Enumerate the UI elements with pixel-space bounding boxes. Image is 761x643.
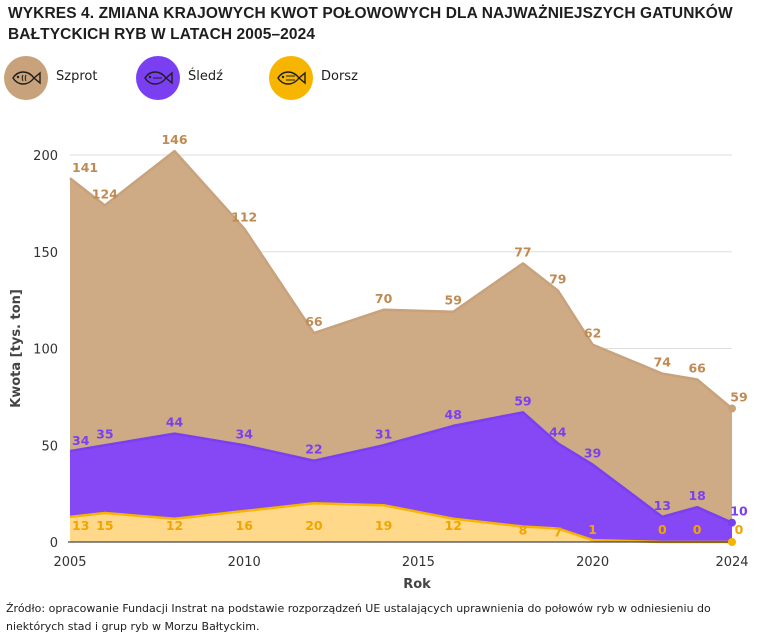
data-label-szprot: 146 <box>161 132 187 147</box>
data-label-dorsz: 7 <box>553 524 562 539</box>
data-label-śledź: 31 <box>375 426 392 441</box>
data-label-śledź: 44 <box>549 424 567 439</box>
area-szprot <box>70 151 732 523</box>
x-tick-label: 2020 <box>576 555 609 570</box>
data-label-śledź: 18 <box>688 488 705 503</box>
data-label-śledź: 48 <box>445 407 462 422</box>
data-label-szprot: 62 <box>584 326 601 341</box>
y-tick-label: 100 <box>33 343 58 358</box>
data-label-dorsz: 1 <box>588 522 597 537</box>
data-label-szprot: 124 <box>92 186 118 201</box>
legend-label-dorsz: Dorsz <box>321 69 358 84</box>
data-label-dorsz: 12 <box>445 518 462 533</box>
data-label-szprot: 141 <box>72 160 98 175</box>
source-note: Źródło: opracowanie Fundacji Instrat na … <box>6 602 711 633</box>
y-axis-title: Kwota [tys. ton] <box>9 289 24 408</box>
stacked-area-chart: 13 15 12 16 20 19 12 8 7 1 0 0 034 354434223148594439… <box>9 132 749 592</box>
x-tick-label: 2015 <box>402 555 435 570</box>
data-label-szprot: 79 <box>549 271 566 286</box>
x-tick-label: 2024 <box>715 555 748 570</box>
data-label-szprot: 112 <box>231 210 257 225</box>
data-label-śledź: 34 <box>236 426 254 441</box>
series-line-szprot <box>69 149 733 410</box>
series-line-śledź <box>69 411 733 524</box>
data-label-dorsz: 19 <box>375 518 392 533</box>
data-label-dorsz: 20 <box>305 518 323 533</box>
chart-title: WYKRES 4. ZMIANA KRAJOWYCH KWOT POŁOWOWY… <box>8 5 733 43</box>
x-axis-title: Rok <box>403 577 431 592</box>
data-label-śledź: 22 <box>305 442 322 457</box>
data-label-dorsz: 0 <box>693 522 702 537</box>
data-label-dorsz: 13 <box>72 518 89 533</box>
data-label-dorsz: 15 <box>96 518 113 533</box>
data-label-dorsz: 0 <box>735 522 744 537</box>
data-label-szprot: 77 <box>514 244 531 259</box>
data-label-śledź: 10 <box>730 504 748 519</box>
data-label-dorsz: 8 <box>519 523 528 538</box>
x-tick-label: 2005 <box>53 555 86 570</box>
data-label-szprot: 66 <box>688 360 706 375</box>
legend-label-sledz: Śledź <box>188 69 223 84</box>
y-tick-label: 50 <box>41 439 58 454</box>
data-label-dorsz: 12 <box>166 518 183 533</box>
data-label-szprot: 59 <box>445 293 462 308</box>
data-label-śledź: 39 <box>584 446 601 461</box>
data-label-śledź: 44 <box>166 415 184 430</box>
data-label-śledź: 59 <box>514 393 531 408</box>
y-tick-label: 0 <box>50 536 58 551</box>
data-label-szprot: 70 <box>375 291 393 306</box>
y-tick-label: 200 <box>33 149 58 164</box>
fish-icon <box>4 56 48 100</box>
end-marker <box>728 538 736 546</box>
data-label-szprot: 74 <box>654 355 672 370</box>
fish-icon <box>269 56 313 100</box>
data-label-śledź: 34 <box>72 433 90 448</box>
x-tick-label: 2010 <box>228 555 261 570</box>
y-tick-label: 150 <box>33 246 58 261</box>
data-label-szprot: 59 <box>730 389 747 404</box>
legend-label-szprot: Szprot <box>56 69 98 84</box>
data-label-śledź: 35 <box>96 426 113 441</box>
data-label-śledź: 13 <box>654 498 671 513</box>
fish-icon <box>136 56 180 100</box>
end-marker <box>728 518 736 527</box>
data-label-dorsz: 16 <box>236 518 254 533</box>
data-label-szprot: 66 <box>305 314 323 329</box>
data-label-dorsz: 0 <box>658 522 667 537</box>
end-marker <box>728 404 736 413</box>
